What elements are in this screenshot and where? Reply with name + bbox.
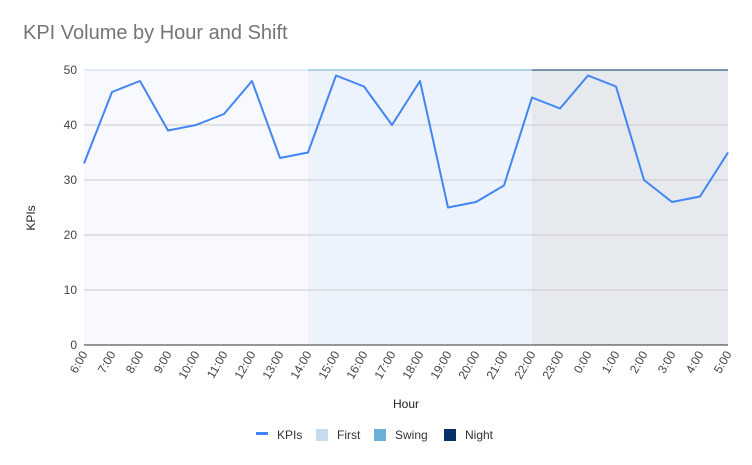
legend-label: KPIs <box>277 428 302 442</box>
x-tick-label: 1:00 <box>599 348 623 376</box>
legend-label: Swing <box>395 428 428 442</box>
x-tick-label: 17:00 <box>371 348 398 381</box>
data-point <box>418 79 423 84</box>
x-tick-label: 9:00 <box>151 348 175 376</box>
x-tick-labels: 6:00 7:00 8:00 9:00 10:00 11:00 12:00 13:00 14:0… <box>67 348 735 381</box>
data-point <box>138 79 143 84</box>
x-tick-label: 7:00 <box>95 348 119 376</box>
x-tick-label: 10:00 <box>175 348 202 381</box>
y-tick-label: 30 <box>64 173 78 187</box>
legend-swatch <box>316 429 328 441</box>
shift-band-swing <box>308 70 532 345</box>
x-tick-label: 15:00 <box>315 348 342 381</box>
data-point <box>334 73 339 78</box>
chart-title: KPI Volume by Hour and Shift <box>23 22 288 44</box>
data-point <box>250 79 255 84</box>
legend-label: First <box>337 428 361 442</box>
shift-band-night <box>532 70 728 345</box>
data-point <box>670 200 675 205</box>
x-tick-label: 4:00 <box>683 348 707 376</box>
x-tick-label: 6:00 <box>67 348 91 376</box>
x-tick-label: 14:00 <box>287 348 314 381</box>
data-point <box>446 205 451 210</box>
legend-swatch <box>374 429 386 441</box>
x-tick-label: 3:00 <box>655 348 679 376</box>
data-point <box>306 150 311 155</box>
data-point <box>698 194 703 199</box>
data-point <box>558 106 563 111</box>
data-point <box>642 178 647 183</box>
shift-bands <box>84 69 728 345</box>
x-tick-label: 20:00 <box>455 348 482 381</box>
y-tick-labels: 0 10 20 30 40 50 <box>64 63 78 352</box>
y-tick-label: 40 <box>64 118 78 132</box>
x-axis-label: Hour <box>393 397 419 411</box>
data-point <box>474 200 479 205</box>
x-tick-label: 11:00 <box>204 348 231 381</box>
y-tick-label: 0 <box>70 338 77 352</box>
y-axis-label: KPIs <box>24 205 38 230</box>
data-point <box>194 123 199 128</box>
x-tick-label: 12:00 <box>231 348 258 381</box>
x-tick-label: 5:00 <box>711 348 735 376</box>
data-point <box>586 73 591 78</box>
x-tick-label: 18:00 <box>399 348 426 381</box>
x-tick-label: 2:00 <box>627 348 651 376</box>
series-line-kpis <box>83 74 729 209</box>
legend-label: Night <box>465 428 494 442</box>
x-tick-label: 19:00 <box>427 348 454 381</box>
data-point <box>502 183 507 188</box>
data-point <box>110 90 115 95</box>
data-point <box>82 161 87 166</box>
data-point <box>530 95 535 100</box>
data-point <box>362 84 367 89</box>
x-tick-label: 23:00 <box>539 348 566 381</box>
data-point <box>726 150 731 155</box>
x-tick-label: 0:00 <box>571 348 595 376</box>
x-tick-label: 8:00 <box>123 348 147 376</box>
data-point <box>222 112 227 117</box>
x-tick-label: 16:00 <box>343 348 370 381</box>
shift-band-first <box>84 70 308 345</box>
data-point <box>278 156 283 161</box>
x-tick-label: 22:00 <box>511 348 538 381</box>
legend-swatch-line <box>256 432 268 435</box>
data-point <box>166 128 171 133</box>
x-tick-label: 21:00 <box>483 348 510 381</box>
data-point <box>614 84 619 89</box>
y-tick-label: 10 <box>64 283 78 297</box>
data-point <box>390 123 395 128</box>
y-tick-label: 20 <box>64 228 78 242</box>
x-tick-label: 13:00 <box>259 348 286 381</box>
legend-swatch <box>444 429 456 441</box>
legend: KPIs First Swing Night <box>256 428 494 442</box>
y-tick-label: 50 <box>64 63 78 77</box>
series-layer <box>82 73 731 210</box>
